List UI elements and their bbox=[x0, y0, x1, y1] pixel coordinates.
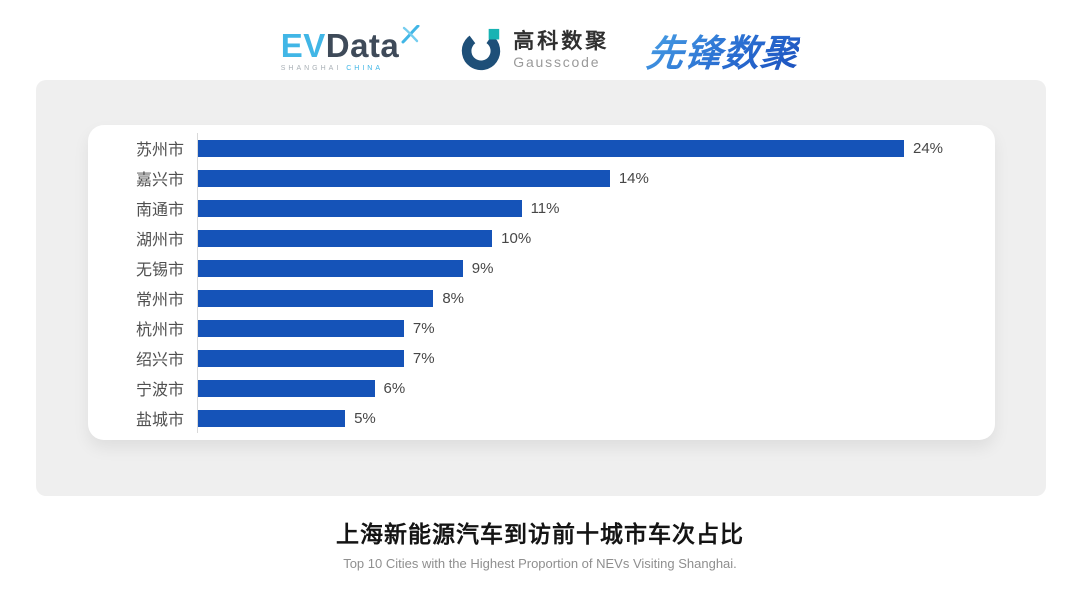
bar bbox=[198, 349, 404, 367]
value-label: 7% bbox=[412, 349, 435, 367]
bar bbox=[198, 169, 610, 187]
evdata-shanghai-text: SHANGHAI bbox=[280, 64, 342, 72]
gausscode-text: 高科数聚 Gausscode bbox=[513, 30, 609, 70]
bar-track: 14% bbox=[197, 163, 995, 193]
value-label: 6% bbox=[383, 379, 406, 397]
category-label: 湖州市 bbox=[135, 232, 184, 249]
gausscode-cn-text: 高科数聚 bbox=[513, 29, 610, 53]
value-label: 9% bbox=[471, 259, 494, 277]
bar bbox=[198, 139, 904, 157]
chart-title: 上海新能源汽车到访前十城市车次占比 bbox=[336, 521, 744, 547]
category-label: 绍兴市 bbox=[135, 352, 184, 369]
category-label: 南通市 bbox=[135, 202, 184, 219]
bar-row: 盐城市 5% bbox=[88, 403, 995, 433]
bar-track: 7% bbox=[197, 343, 995, 373]
bar-track: 9% bbox=[197, 253, 995, 283]
bar-row: 绍兴市 7% bbox=[88, 343, 995, 373]
value-label: 14% bbox=[618, 169, 649, 187]
category-label: 嘉兴市 bbox=[135, 172, 184, 189]
chart-subtitle: Top 10 Cities with the Highest Proportio… bbox=[343, 556, 737, 571]
value-label: 11% bbox=[530, 199, 560, 217]
bar-track: 11% bbox=[197, 193, 995, 223]
evdata-china-text: CHINA bbox=[346, 64, 384, 72]
xianfeng-shuju-logo: 先锋数聚 bbox=[644, 23, 802, 77]
gausscode-logo: 高科数聚 Gausscode bbox=[458, 27, 609, 73]
chart-panel: 苏州市 24% 嘉兴市 14% 南通市 11% 湖州市 10% 无锡市 9% 常州市 8% 杭州市 7% 绍… bbox=[36, 80, 1046, 496]
bar bbox=[198, 289, 434, 307]
bar bbox=[198, 379, 375, 397]
bar-track: 5% bbox=[197, 403, 995, 433]
evdata-ev-text: EV bbox=[280, 26, 326, 64]
bar bbox=[198, 319, 404, 337]
evdata-logo: EV Data SHANGHAI CHINA bbox=[280, 24, 421, 72]
evdata-subtext: SHANGHAI CHINA bbox=[281, 65, 421, 72]
caption: 上海新能源汽车到访前十城市车次占比 Top 10 Cities with the… bbox=[0, 515, 1080, 571]
bar-row: 常州市 8% bbox=[88, 283, 995, 313]
bar-row: 湖州市 10% bbox=[88, 223, 995, 253]
category-label: 苏州市 bbox=[135, 142, 184, 159]
bar-row: 杭州市 7% bbox=[88, 313, 995, 343]
category-label: 常州市 bbox=[135, 292, 184, 309]
bar-track: 24% bbox=[197, 133, 995, 163]
bar bbox=[198, 409, 346, 427]
bar-track: 10% bbox=[197, 223, 995, 253]
header-logos: EV Data SHANGHAI CHINA 高科数聚 Gausscode 先锋数… bbox=[0, 0, 1080, 80]
category-label: 宁波市 bbox=[135, 382, 184, 399]
bar-row: 无锡市 9% bbox=[88, 253, 995, 283]
chart-card: 苏州市 24% 嘉兴市 14% 南通市 11% 湖州市 10% 无锡市 9% 常州市 8% 杭州市 7% 绍… bbox=[88, 125, 995, 440]
gausscode-en-text: Gausscode bbox=[513, 54, 601, 71]
bar-row: 嘉兴市 14% bbox=[88, 163, 995, 193]
bar-track: 7% bbox=[197, 313, 995, 343]
bar bbox=[198, 259, 463, 277]
bar bbox=[198, 199, 522, 217]
gausscode-g-icon bbox=[462, 28, 501, 71]
bar-chart: 苏州市 24% 嘉兴市 14% 南通市 11% 湖州市 10% 无锡市 9% 常州市 8% 杭州市 7% 绍… bbox=[88, 133, 995, 433]
bar-row: 苏州市 24% bbox=[88, 133, 995, 163]
category-label: 杭州市 bbox=[135, 322, 184, 339]
bar-row: 南通市 11% bbox=[88, 193, 995, 223]
evdata-wordmark: EV Data bbox=[280, 24, 421, 64]
value-label: 5% bbox=[354, 409, 376, 427]
category-label: 无锡市 bbox=[135, 262, 184, 279]
value-label: 24% bbox=[913, 139, 944, 157]
value-label: 7% bbox=[412, 319, 435, 337]
value-label: 10% bbox=[501, 229, 532, 247]
category-label: 盐城市 bbox=[135, 412, 184, 429]
bar-track: 8% bbox=[197, 283, 995, 313]
bar-row: 宁波市 6% bbox=[88, 373, 995, 403]
bar-track: 6% bbox=[197, 373, 995, 403]
bar bbox=[198, 229, 493, 247]
evdata-data-text: Data bbox=[325, 26, 400, 64]
evdata-x-mark-icon bbox=[401, 24, 420, 43]
value-label: 8% bbox=[442, 289, 465, 307]
